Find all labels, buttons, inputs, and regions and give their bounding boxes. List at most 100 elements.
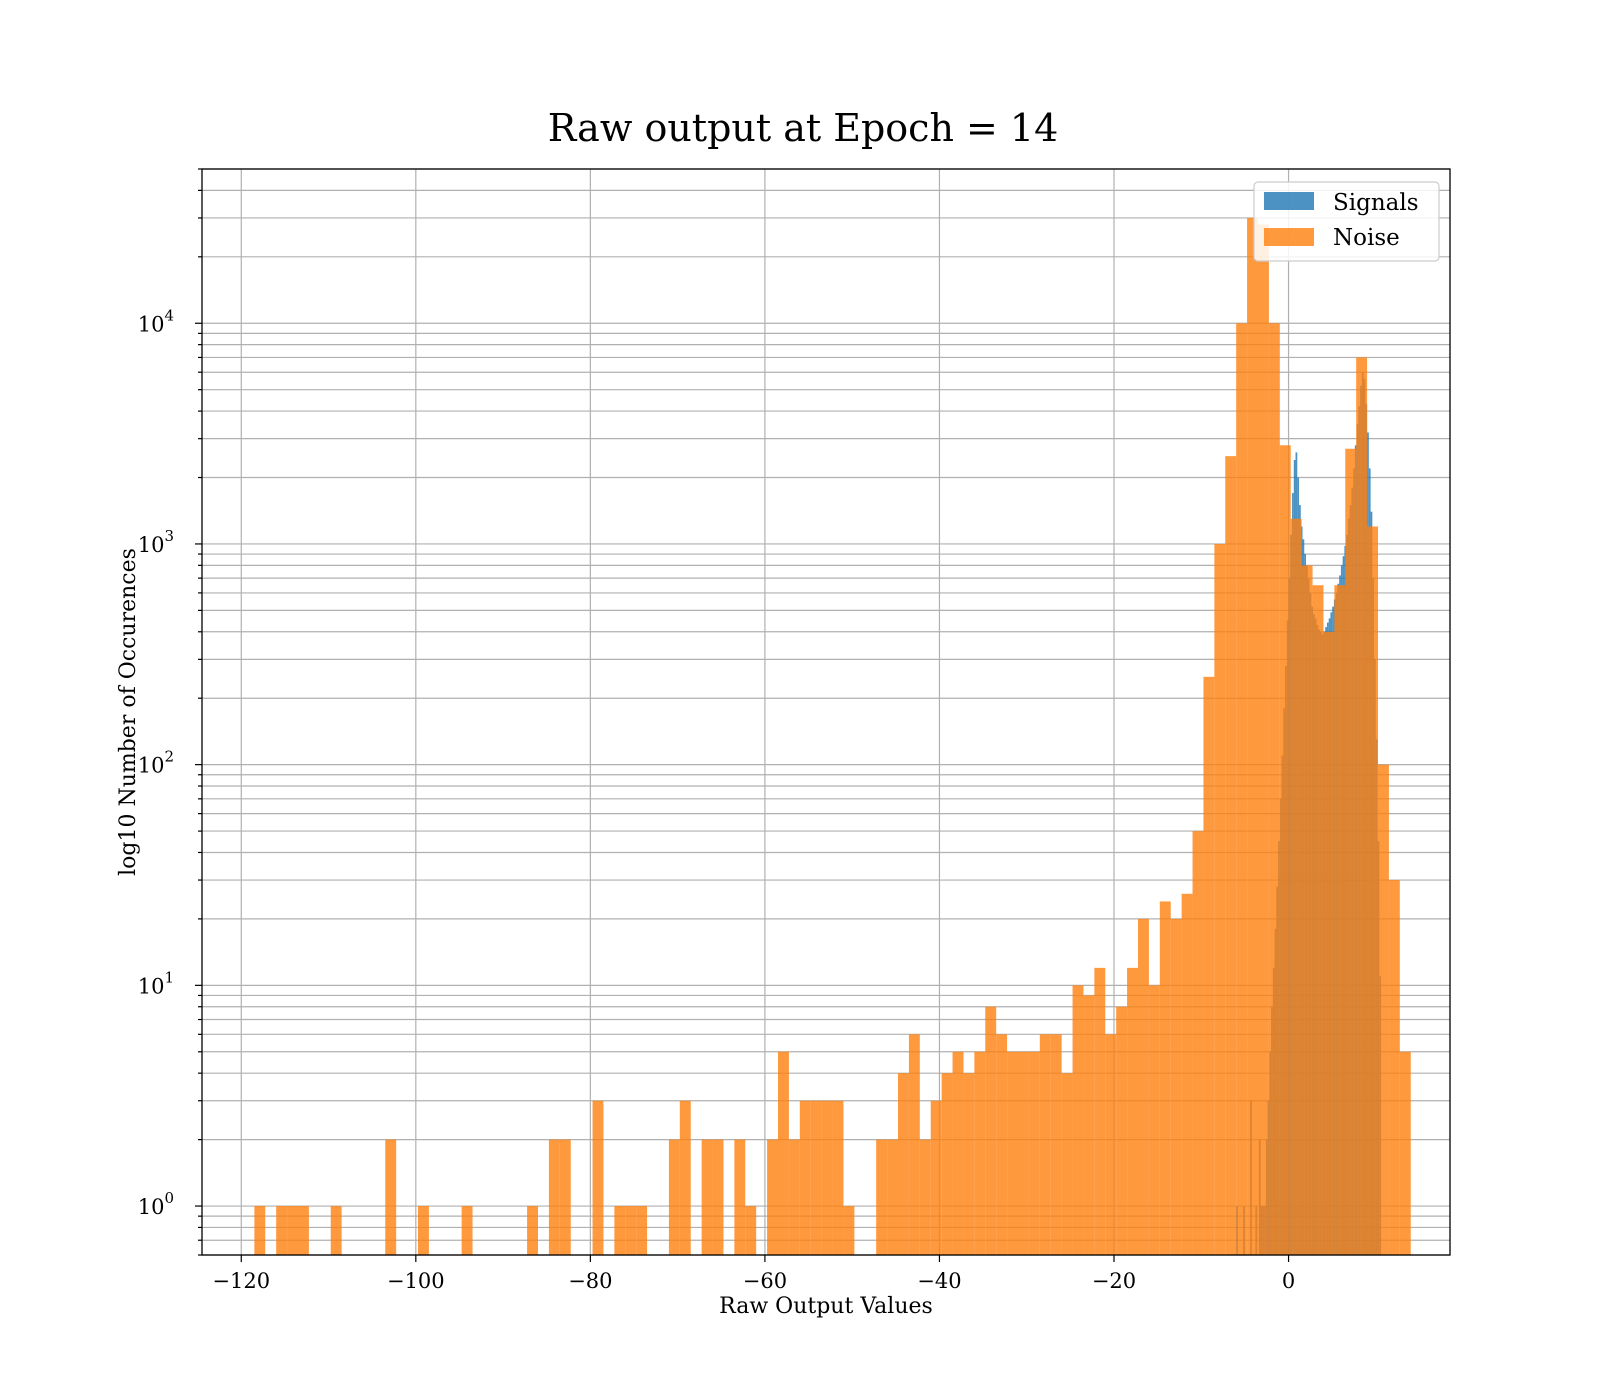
histogram-bar	[810, 1100, 822, 1255]
plot-frame	[201, 168, 1451, 1256]
histogram-bar	[1236, 323, 1248, 1256]
histogram-bar	[1334, 585, 1346, 1255]
histogram-bar	[1181, 893, 1193, 1255]
legend-label-signals: Signals	[1333, 190, 1419, 216]
histogram-bar	[1018, 1051, 1029, 1255]
histogram-bar	[1028, 1051, 1040, 1255]
histogram-bar	[1312, 585, 1324, 1255]
legend-swatch-noise	[1264, 228, 1314, 246]
legend-swatch-signals	[1264, 192, 1314, 210]
histogram-bar	[1290, 518, 1302, 1255]
histogram-bar	[1258, 224, 1269, 1256]
y-tick-label: 102	[138, 748, 174, 778]
chart-title: Raw output at Epoch = 14	[548, 106, 1059, 150]
histogram-bar	[1388, 880, 1400, 1255]
y-tick-label: 100	[138, 1189, 174, 1219]
histogram-bar	[1083, 995, 1095, 1255]
histogram-bar	[799, 1100, 811, 1255]
x-tick-label: 0	[1282, 1269, 1295, 1293]
histogram-bar	[1039, 1034, 1051, 1255]
histogram-bar	[1116, 1006, 1128, 1255]
histogram-bar	[974, 1051, 986, 1255]
y-axis-label: log10 Number of Occurences	[116, 548, 141, 876]
histogram-bar	[385, 1139, 397, 1255]
histogram-bar	[254, 1206, 266, 1255]
x-tick-label: −80	[568, 1269, 612, 1293]
histogram-bar	[1356, 357, 1368, 1255]
histogram-bar	[843, 1206, 855, 1255]
histogram-bar	[679, 1100, 691, 1255]
histogram-bar	[614, 1206, 626, 1255]
x-axis-label: Raw Output Values	[719, 1294, 933, 1319]
y-tick-label: 104	[138, 306, 174, 336]
histogram-bar	[1323, 631, 1335, 1255]
histogram-bar	[996, 1034, 1008, 1255]
histogram-bar	[1061, 1073, 1073, 1255]
histogram-bar	[952, 1051, 964, 1255]
histogram-bar	[734, 1139, 746, 1255]
histogram-bar	[668, 1139, 680, 1255]
histogram-bar	[1378, 764, 1389, 1255]
histogram-bar	[1345, 448, 1357, 1255]
histogram-bar	[287, 1206, 298, 1255]
histogram-bar	[559, 1139, 571, 1255]
legend: Signals Noise	[1253, 181, 1440, 262]
histogram-bar	[1138, 918, 1149, 1255]
histogram-bar	[1127, 967, 1138, 1255]
histogram-bar	[1105, 1034, 1117, 1255]
x-tick-label: −20	[1092, 1269, 1136, 1293]
histogram-bar	[1225, 456, 1237, 1255]
histogram-bar	[276, 1206, 288, 1255]
histogram-bar	[908, 1034, 920, 1255]
histogram-bar	[461, 1206, 473, 1255]
histogram-bar	[788, 1139, 800, 1255]
histogram-bar	[876, 1139, 888, 1255]
axis-ticks: −120 −100 −80 −60 −40 −20 0 100 101 102 103 104	[138, 168, 1295, 1293]
histogram-bar	[592, 1100, 604, 1255]
x-tick-label: −100	[387, 1269, 445, 1293]
series-noise-bars	[254, 217, 1411, 1256]
histogram-bar	[745, 1206, 757, 1255]
histogram-bar	[832, 1100, 844, 1255]
histogram-bar	[1094, 967, 1106, 1255]
histogram-bar	[1170, 918, 1182, 1255]
histogram-bar	[1268, 323, 1280, 1256]
histogram-bar	[1148, 985, 1160, 1255]
histogram-bar	[330, 1206, 342, 1255]
histogram-bar	[636, 1206, 648, 1255]
histogram-bar	[963, 1073, 975, 1255]
histogram-bar	[1192, 831, 1204, 1255]
x-tick-label: −60	[743, 1269, 787, 1293]
histogram-bar	[941, 1073, 953, 1255]
histogram-bar	[919, 1139, 931, 1255]
histogram-bar	[1072, 985, 1084, 1255]
histogram-bar	[1279, 445, 1291, 1255]
histogram-bar	[1247, 217, 1258, 1255]
histogram-bar	[625, 1206, 637, 1255]
histogram-bar	[887, 1139, 898, 1255]
histogram-bar	[418, 1206, 429, 1255]
histogram-bar	[898, 1073, 909, 1255]
histogram-bar	[1367, 526, 1378, 1255]
histogram-bar	[1399, 1051, 1411, 1255]
histogram-bar	[1301, 565, 1313, 1255]
histogram-bar	[712, 1139, 724, 1255]
histogram-bar	[985, 1006, 997, 1255]
histogram-bar	[527, 1206, 538, 1255]
y-tick-label: 101	[138, 968, 174, 998]
histogram-bar	[298, 1206, 309, 1255]
x-tick-label: −120	[212, 1269, 270, 1293]
y-tick-label: 103	[138, 527, 174, 557]
histogram-bar	[1007, 1051, 1018, 1255]
histogram-bar	[1203, 676, 1215, 1255]
histogram-bar	[1050, 1034, 1062, 1255]
histogram-bars	[254, 217, 1411, 1256]
histogram-bar	[821, 1100, 833, 1255]
x-tick-label: −40	[917, 1269, 961, 1293]
histogram-bar	[778, 1051, 789, 1255]
histogram-bar	[1159, 901, 1171, 1255]
legend-label-noise: Noise	[1333, 225, 1400, 251]
histogram-bar	[548, 1139, 560, 1255]
histogram-bar	[767, 1139, 778, 1255]
